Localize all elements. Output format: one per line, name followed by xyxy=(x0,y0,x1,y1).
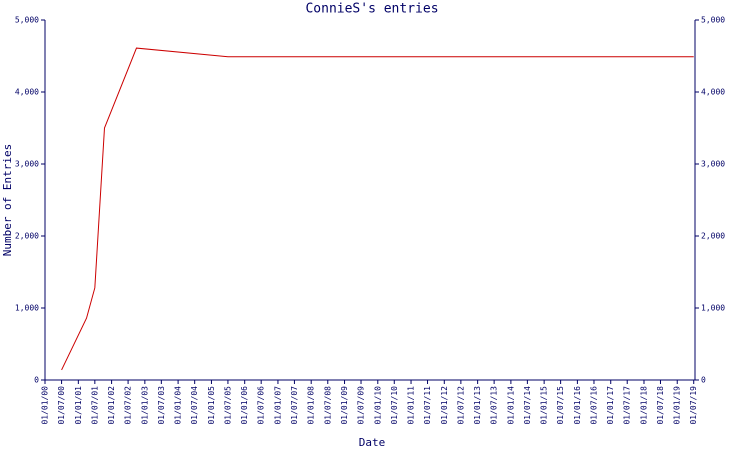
x-tick-label: 01/07/12 xyxy=(456,386,465,425)
y-tick-label: 2,000 xyxy=(15,232,39,241)
x-tick-label: 01/01/12 xyxy=(440,386,449,425)
y-tick-label: 5,000 xyxy=(15,16,39,25)
y-tick-label: 0 xyxy=(34,376,39,385)
x-tick-label: 01/07/10 xyxy=(390,386,399,425)
x-tick-label: 01/07/04 xyxy=(190,386,199,425)
x-tick-label: 01/07/00 xyxy=(57,386,66,425)
x-tick-label: 01/07/18 xyxy=(656,386,665,425)
x-tick-label: 01/01/08 xyxy=(307,386,316,425)
x-tick-label: 01/07/11 xyxy=(423,386,432,425)
x-tick-label: 01/01/09 xyxy=(340,386,349,425)
y2-tick-label: 2,000 xyxy=(701,232,725,241)
y2-tick-label: 5,000 xyxy=(701,16,725,25)
y-tick-label: 4,000 xyxy=(15,88,39,97)
x-tick-label: 01/01/19 xyxy=(673,386,682,425)
x-tick-label: 01/01/17 xyxy=(606,386,615,425)
x-tick-label: 01/01/15 xyxy=(540,386,549,425)
x-tick-label: 01/07/03 xyxy=(157,386,166,425)
x-tick-label: 01/07/15 xyxy=(556,386,565,425)
x-tick-label: 01/01/04 xyxy=(174,386,183,425)
x-tick-label: 01/01/03 xyxy=(140,386,149,425)
y-tick-label: 1,000 xyxy=(15,304,39,313)
x-tick-label: 01/07/09 xyxy=(357,386,366,425)
y2-tick-label: 0 xyxy=(701,376,706,385)
y-axis-title: Number of Entries xyxy=(1,144,14,257)
x-tick-label: 01/07/14 xyxy=(523,386,532,425)
x-tick-label: 01/07/01 xyxy=(90,386,99,425)
x-tick-label: 01/07/16 xyxy=(589,386,598,425)
x-tick-label: 01/07/08 xyxy=(323,386,332,425)
x-tick-label: 01/01/05 xyxy=(207,386,216,425)
x-tick-label: 01/01/02 xyxy=(107,386,116,425)
x-tick-label: 01/01/06 xyxy=(240,386,249,425)
x-tick-label: 01/07/07 xyxy=(290,386,299,425)
chart-title: ConnieS's entries xyxy=(305,2,438,17)
y2-tick-label: 4,000 xyxy=(701,88,725,97)
x-tick-label: 01/01/18 xyxy=(639,386,648,425)
x-tick-label: 01/07/19 xyxy=(689,386,698,425)
x-tick-label: 01/01/14 xyxy=(506,386,515,425)
x-tick-label: 01/01/07 xyxy=(273,386,282,425)
y2-tick-label: 1,000 xyxy=(701,304,725,313)
x-tick-label: 01/01/01 xyxy=(74,386,83,425)
y-tick-label: 3,000 xyxy=(15,160,39,169)
x-tick-label: 01/07/06 xyxy=(257,386,266,425)
y2-tick-label: 3,000 xyxy=(701,160,725,169)
x-tick-label: 01/07/13 xyxy=(490,386,499,425)
x-tick-label: 01/07/05 xyxy=(223,386,232,425)
x-tick-label: 01/07/17 xyxy=(623,386,632,425)
x-tick-label: 01/01/10 xyxy=(373,386,382,425)
x-tick-label: 01/01/16 xyxy=(573,386,582,425)
data-line xyxy=(61,47,694,371)
x-tick-label: 01/01/00 xyxy=(41,386,50,425)
x-tick-label: 01/01/11 xyxy=(407,386,416,425)
x-tick-label: 01/07/02 xyxy=(124,386,133,425)
x-tick-label: 01/01/13 xyxy=(473,386,482,425)
x-axis-title: Date xyxy=(359,436,386,449)
